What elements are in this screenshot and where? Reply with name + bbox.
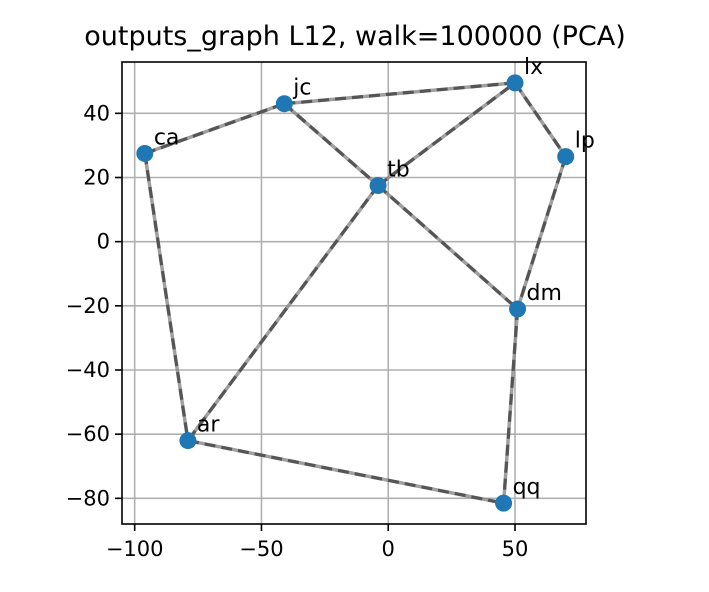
point-ca: [136, 144, 154, 162]
point-jc: [275, 95, 293, 113]
y-tick-label: 0: [97, 230, 110, 254]
y-tick-label: −20: [66, 294, 110, 318]
point-dm: [509, 300, 527, 318]
point-label-qq: qq: [513, 475, 541, 500]
chart-title: outputs_graph L12, walk=100000 (PCA): [84, 21, 626, 52]
tick-layer: −100 −50 0 50 −80 −60 −40 −20 0 20 40: [66, 101, 529, 561]
point-qq: [495, 494, 513, 512]
graph-edge: [283, 102, 380, 187]
point-label-lx: lx: [524, 55, 543, 80]
y-tick-label: −60: [66, 422, 110, 446]
point-label-tb: tb: [387, 158, 410, 183]
y-tick-label: −40: [66, 358, 110, 382]
x-tick-label: 0: [382, 537, 395, 561]
graph-edge: [501, 308, 520, 504]
edge-dash: [143, 153, 190, 441]
point-lp: [557, 148, 575, 166]
label-layer: ca jc lx lp tb dm ar qq: [154, 55, 595, 500]
edge-dash: [513, 81, 568, 158]
point-label-dm: dm: [527, 281, 562, 306]
edge-dash: [516, 156, 568, 310]
edge-dash: [187, 439, 504, 505]
graph-edge: [144, 102, 285, 156]
x-tick-label: 50: [502, 537, 529, 561]
point-tb: [369, 177, 387, 195]
y-tick-label: 40: [83, 101, 110, 125]
point-label-ar: ar: [197, 413, 220, 438]
edge-dash: [284, 81, 516, 106]
graph-edge: [513, 81, 568, 158]
x-tick-label: −100: [106, 537, 164, 561]
edge-dash: [377, 81, 516, 187]
graph-edge: [377, 81, 517, 187]
edge-dash: [283, 102, 380, 187]
x-tick-label: −50: [239, 537, 283, 561]
point-label-ca: ca: [154, 125, 180, 150]
point-lx: [506, 74, 524, 92]
y-tick-label: 20: [83, 166, 110, 190]
point-layer: [136, 74, 575, 512]
edge-dash: [501, 308, 520, 504]
plot-frame: [121, 61, 587, 525]
graph-edge: [515, 156, 568, 310]
point-ar: [179, 432, 197, 450]
edge-dash: [377, 184, 519, 311]
grid-layer: [122, 62, 586, 524]
graph-edge: [143, 153, 190, 441]
point-label-lp: lp: [575, 129, 595, 154]
graph-edge: [186, 184, 380, 442]
graph-edge: [187, 438, 504, 505]
y-tick-label: −80: [66, 486, 110, 510]
edge-dash: [144, 102, 285, 155]
graph-edge: [376, 184, 519, 311]
graph-edge: [284, 81, 516, 106]
edge-dash: [186, 184, 380, 442]
point-label-jc: jc: [292, 76, 311, 101]
edge-layer: [143, 81, 568, 505]
